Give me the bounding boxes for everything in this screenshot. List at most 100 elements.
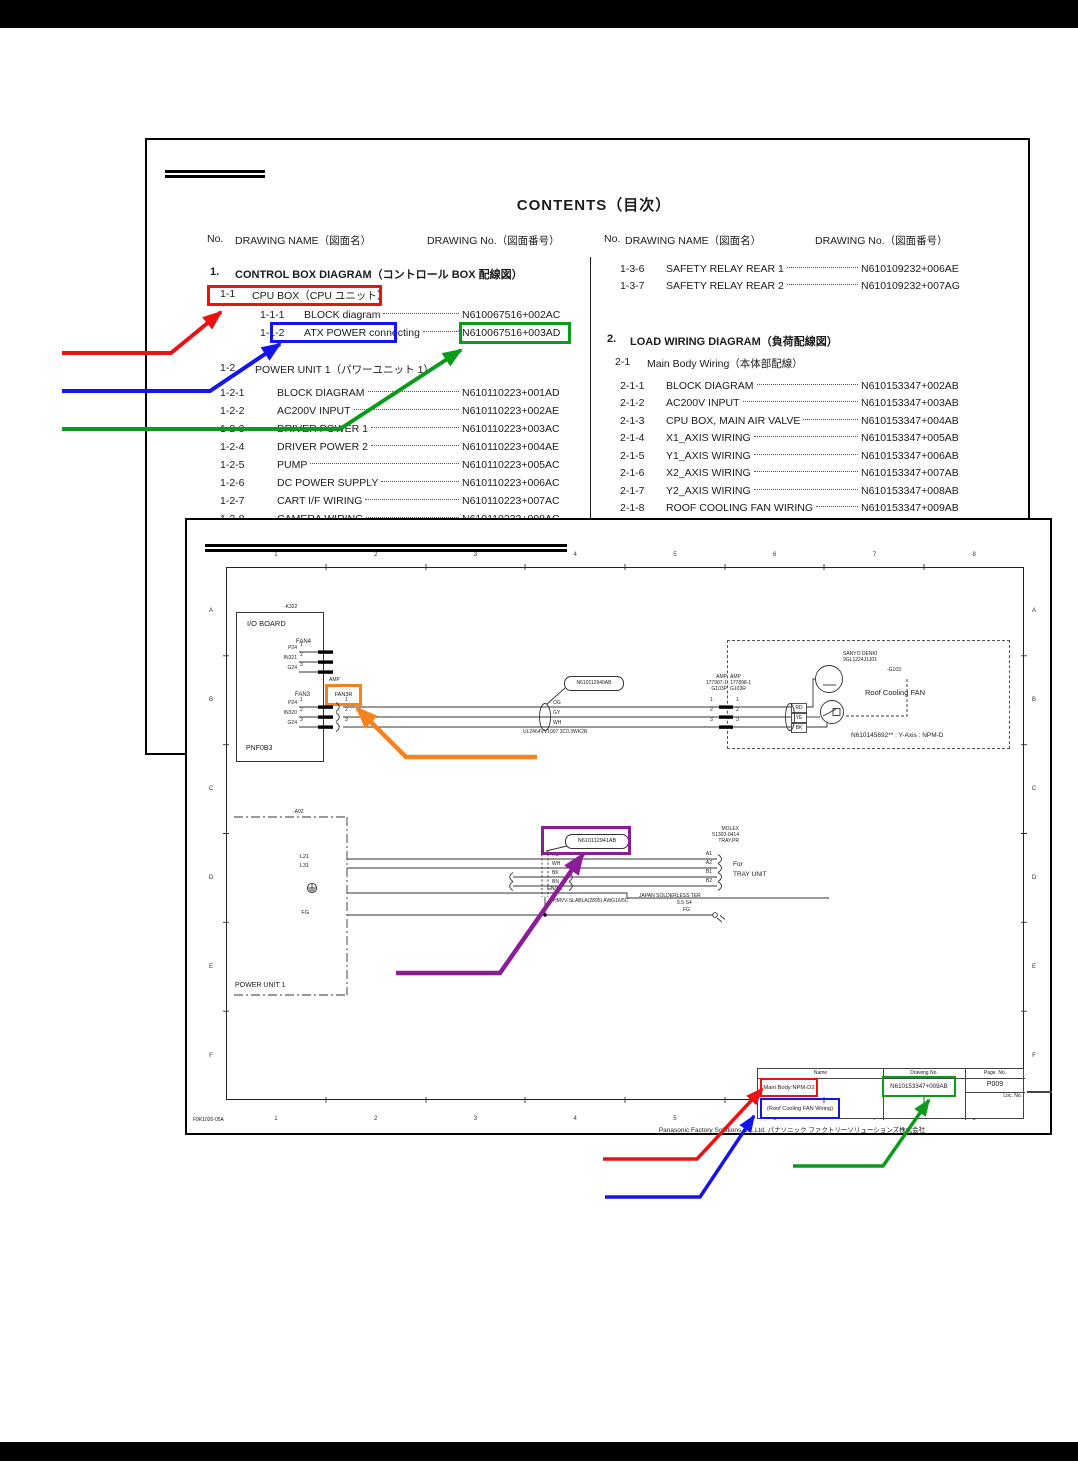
wire-color-label: BN [552, 879, 559, 885]
annotation-box-red-name: Main Body:NPM-D2 [760, 1078, 818, 1097]
grid-row-label: B [208, 697, 213, 704]
pin-number: 3 [710, 717, 713, 723]
dotted-leader [742, 400, 858, 403]
fan3r-connector-label: FAN3R [334, 692, 353, 698]
dotted-leader [753, 435, 858, 438]
dotted-leader [786, 283, 858, 286]
pin-number: 2 [710, 707, 713, 713]
title-block-header-page-no: Page. No. [983, 1070, 1007, 1076]
fan3-pin-numbers: 1 2 3 [300, 695, 310, 725]
toc-row: 1-2-1 BLOCK DIAGRAM N610110223+001AD [220, 387, 560, 399]
grid-row-label: B [1031, 697, 1036, 704]
terminal-label: L21 [299, 854, 309, 860]
grid-col-label: 8 [972, 1116, 976, 1122]
dotted-leader [353, 408, 459, 410]
fan4-label: FAN4 [296, 639, 312, 645]
toc-row: 2-1-4 X1_AXIS WIRING N610153347+005AB [620, 432, 959, 445]
wire-color-label: BK [552, 870, 559, 876]
cable-label-pill: N610112940AB [564, 676, 624, 691]
col-header-name: DRAWING NAME（図面名） [625, 235, 762, 247]
grid-row-label: C [1031, 786, 1037, 793]
pin-number: 1 [300, 697, 303, 703]
column-divider [590, 257, 591, 751]
wire-color-label: RD [791, 702, 807, 713]
grid-row-label: E [208, 963, 213, 970]
wire-color-label: WH [553, 720, 562, 726]
grid-col-label: 2 [373, 1116, 378, 1122]
grid-scale-left: A B C D E F [205, 567, 217, 1100]
col-header-num: DRAWING No.（図面番号） [815, 235, 948, 247]
cable-spec: HMVV-SLABLA(2895) AWG16/5C [553, 898, 629, 904]
dotted-leader [371, 426, 459, 428]
pin-number: 3 [300, 662, 303, 668]
pin-number: 2 [300, 652, 303, 658]
fan4-pin-numbers: 1 2 3 [300, 640, 310, 670]
destination-label: For [733, 861, 743, 868]
fan3-connector-maker: AMP [329, 677, 340, 683]
fan3-pin-names: P24 IN320 G24 [271, 698, 297, 728]
toc-row: 1-3-7 SAFETY RELAY REAR 2 N610109232+007… [620, 280, 960, 293]
g103-pin-numbers-left: 1 2 3 [710, 695, 718, 725]
form-number: F9K1020-05A [193, 1117, 224, 1123]
wire-color-label: GY [553, 710, 561, 716]
page-number: P009 [986, 1081, 1004, 1088]
grid-row-label: D [1031, 874, 1037, 881]
fg-terminal-size: 5.5-S4 [677, 900, 692, 906]
grid-row-label: F [1032, 1052, 1036, 1059]
title-block-header-drawing-no: Drawing No. [910, 1070, 938, 1076]
grid-col-label: 4 [573, 552, 577, 558]
terminal-label: L31 [299, 863, 309, 869]
pin-name: G24 [287, 665, 297, 671]
dotted-leader [756, 383, 858, 385]
col-header-name: DRAWING NAME（図面名） [235, 235, 372, 247]
g103p-connector-label: AMP 177907-1 G103P [705, 674, 727, 692]
fan-unit-title: Roof Cooling FAN [865, 688, 926, 697]
pin-number: 2 [300, 707, 303, 713]
sub-no: 1-1 [220, 288, 236, 300]
wire-color-label: WH [552, 861, 561, 867]
grid-row-label: F [209, 1052, 213, 1059]
dotted-leader [803, 418, 858, 420]
grid-row-label: C [208, 786, 214, 793]
io-board-outline [236, 612, 324, 762]
header-rule [165, 175, 265, 178]
sub-title: POWER UNIT 1（パワーユニット 1） [255, 364, 434, 376]
destination-label: TRAY UNIT [733, 871, 767, 878]
dotted-leader [753, 488, 858, 490]
pin-label: A1 [705, 851, 712, 857]
wire-color-label: GN/YE [547, 885, 563, 892]
col-header-num: DRAWING No.（図面番号） [427, 235, 560, 247]
top-black-bar [0, 0, 1078, 28]
toc-row: 1-2-7 CART I/F WIRING N610110223+007AC [220, 495, 560, 507]
dotted-leader [753, 453, 858, 455]
section-no: 2. [607, 333, 617, 345]
pin-name: P24 [288, 645, 297, 651]
wire-color-label: BK [791, 722, 807, 733]
section-title: LOAD WIRING DIAGRAM（負荷配線図） [630, 336, 838, 348]
pin-label: A2 [705, 860, 712, 866]
dotted-leader [365, 498, 459, 500]
col-header-no: No. [207, 233, 224, 245]
annotation-box-blue-atx-power [270, 322, 397, 343]
wire-color-label: YE [791, 712, 807, 723]
header-rule [205, 549, 567, 552]
section-no: 1. [210, 266, 220, 278]
toc-row: 2-1-1 BLOCK DIAGRAM N610153347+002AB [620, 379, 959, 392]
toc-row: 1-2-3 DRIVER POWER 1 N610110223+003AC [220, 423, 560, 435]
dotted-leader [816, 505, 858, 508]
col-header-no: No. [604, 233, 621, 245]
grid-row-label: A [1031, 608, 1036, 615]
fan-unit-note: N610145692** : Y-Axis : NPM-D [851, 732, 944, 739]
toc-row: 2-1-8 ROOF COOLING FAN WIRING N610153347… [620, 502, 959, 515]
page-title: CONTENTS（目次） [516, 197, 672, 214]
toc-row: 2-1-5 Y1_AXIS WIRING N610153347+006AB [620, 449, 959, 462]
dotted-leader [381, 480, 459, 482]
dotted-leader [383, 312, 459, 314]
annotation-box-green-drawing-no: N610153347+009AB [882, 1076, 956, 1097]
annotation-box-red-cpu-box [207, 285, 382, 306]
toc-row: 1-2-2 AC200V INPUT N610110223+002AE [220, 405, 560, 417]
dotted-leader [310, 462, 459, 464]
motor-maker: SANYO DENKI [843, 651, 878, 657]
grid-col-label: 1 [274, 1116, 278, 1122]
fan-unit-outline [727, 640, 1010, 749]
